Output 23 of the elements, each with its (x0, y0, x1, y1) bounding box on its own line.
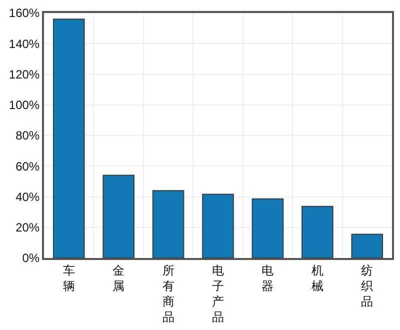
y-tick-label: 0% (22, 251, 40, 266)
y-tick-label: 120% (8, 67, 40, 82)
bar (252, 198, 284, 258)
x-tick-label: 电子产品 (212, 263, 224, 324)
x-tick-label: 所有商品 (162, 263, 174, 324)
y-tick-label: 100% (8, 98, 40, 112)
bar (302, 206, 334, 258)
y-tick-label: 140% (8, 36, 40, 51)
x-tick-label: 车辆 (62, 263, 75, 293)
x-tick-label: 纺织品 (361, 263, 374, 309)
y-tick-label: 160% (8, 6, 40, 20)
bar (202, 194, 234, 258)
y-tick-label: 40% (16, 190, 40, 204)
y-tick-label: 20% (16, 220, 40, 235)
y-tick-label: 60% (16, 159, 40, 174)
bar (52, 18, 85, 258)
bar (102, 174, 134, 258)
x-tick-label: 机械 (311, 263, 324, 293)
x-tick-label: 电器 (262, 263, 274, 293)
bar (152, 190, 184, 258)
x-tick-label: 金属 (112, 263, 125, 293)
y-tick-label: 80% (16, 128, 40, 143)
bar (351, 234, 384, 258)
